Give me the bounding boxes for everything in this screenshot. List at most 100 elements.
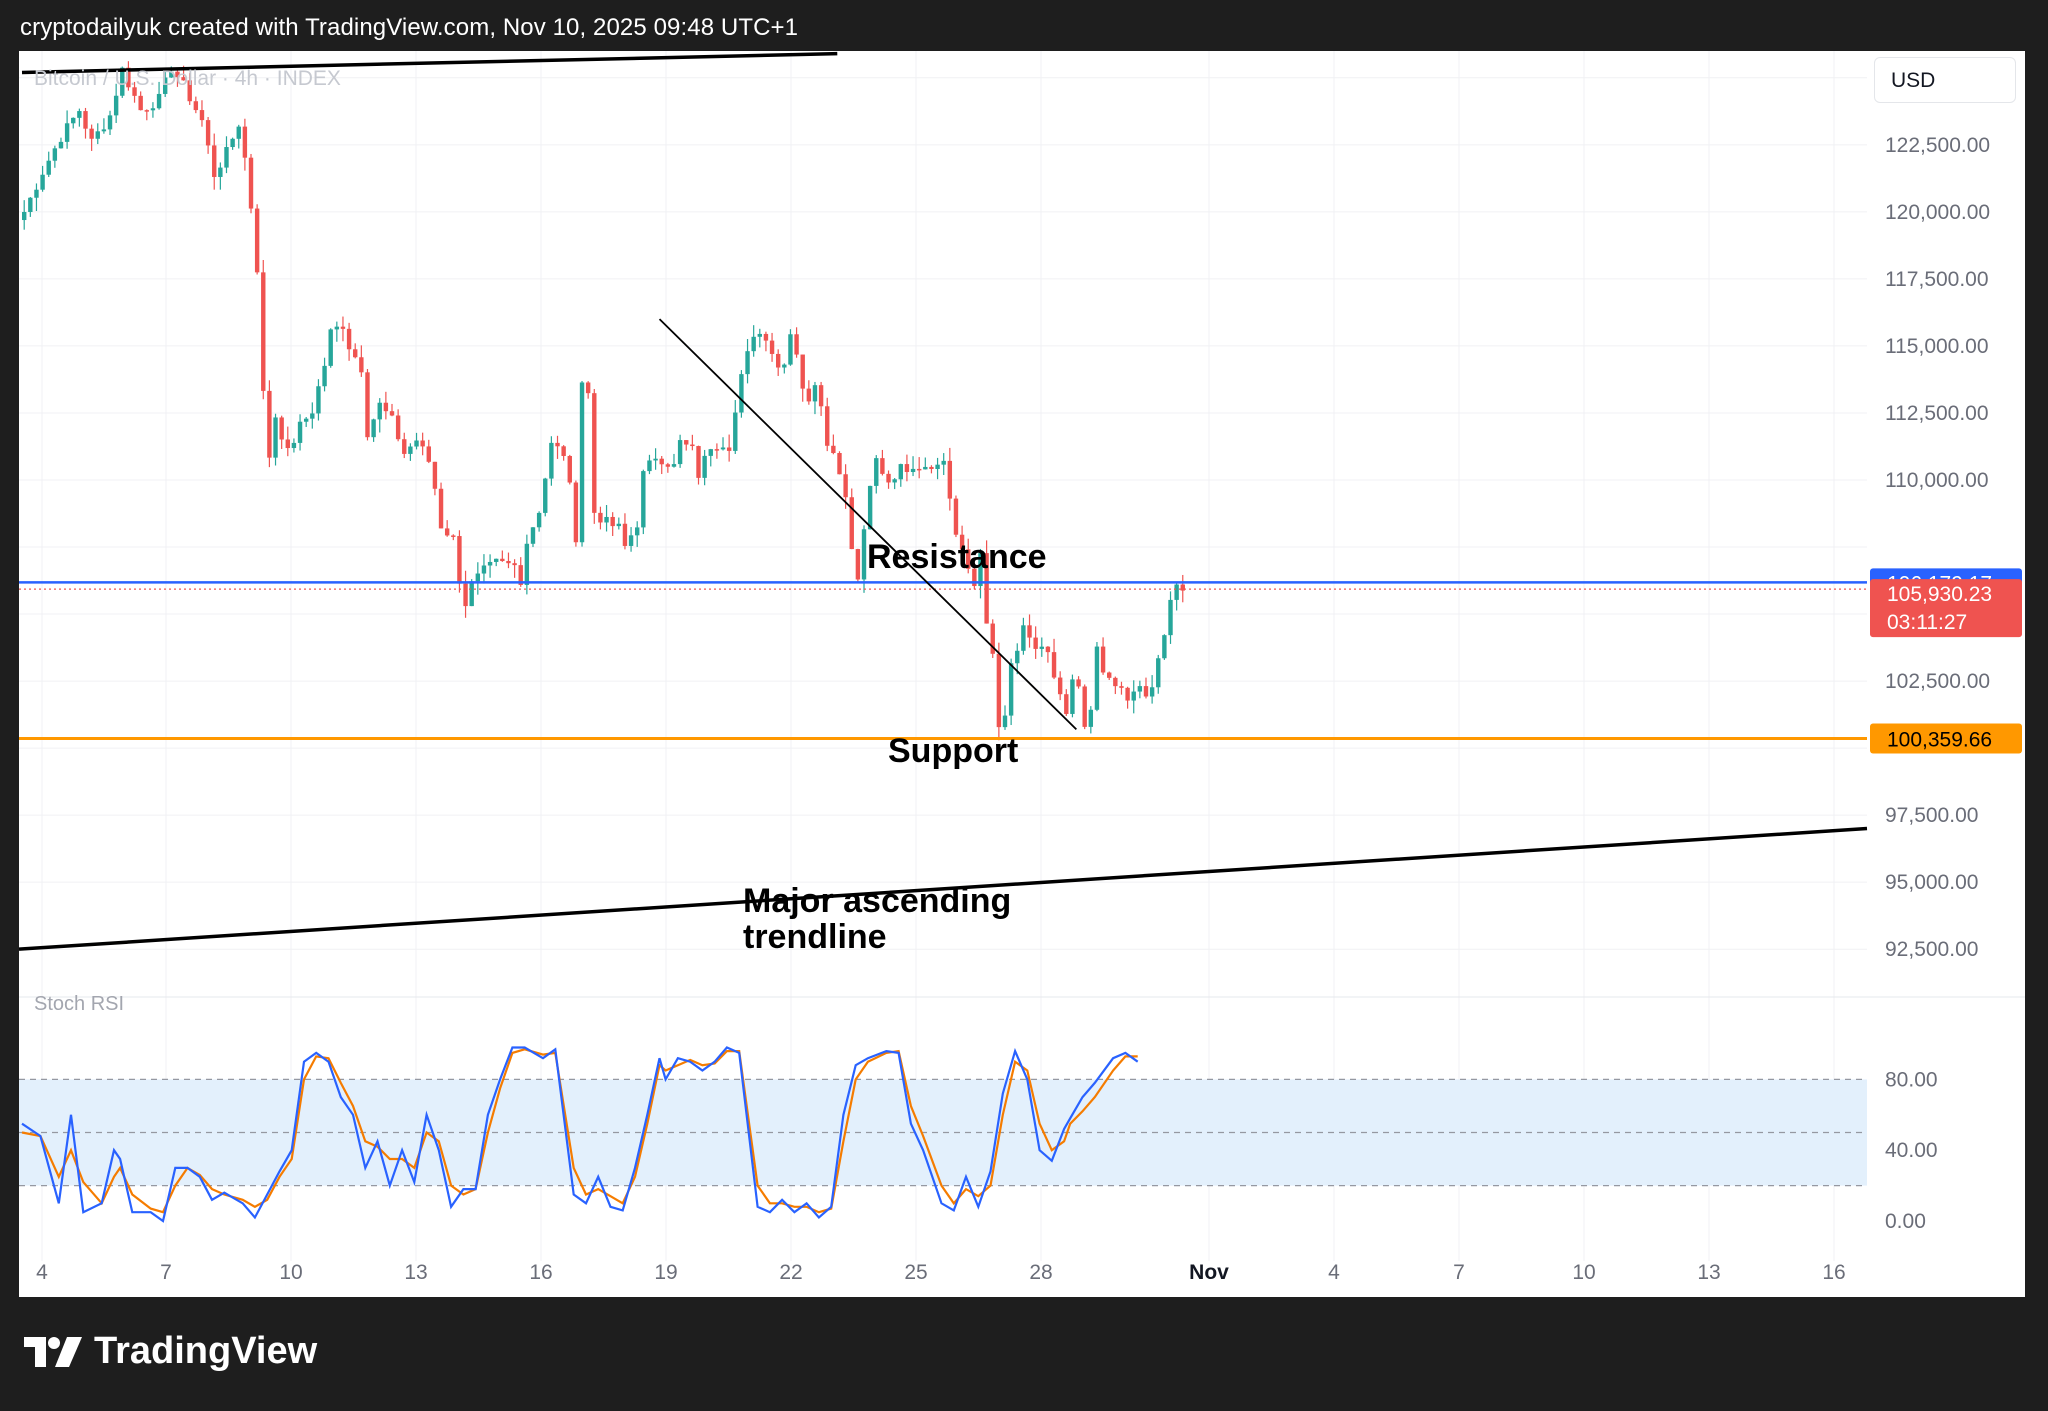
- candle-body: [898, 464, 903, 480]
- candle-body: [322, 365, 327, 387]
- last-price-text: 105,930.23: [1887, 583, 1992, 606]
- stoch-tick-label: 0.00: [1885, 1210, 1926, 1233]
- candle-body: [359, 357, 364, 373]
- candle-body: [953, 498, 959, 535]
- grid: [19, 51, 1867, 1261]
- candle-body: [843, 474, 848, 498]
- candle-body: [647, 460, 652, 472]
- candle-body: [52, 148, 58, 161]
- candle-body: [788, 334, 793, 365]
- candle-body: [861, 529, 867, 580]
- candle-body: [487, 561, 493, 566]
- candle-body: [1180, 584, 1185, 591]
- candle-body: [1113, 677, 1118, 687]
- candle-body: [34, 189, 39, 198]
- candle-body: [512, 563, 517, 566]
- candle-body: [242, 126, 248, 158]
- candle-body: [365, 372, 370, 438]
- time-tick-label: Nov: [1189, 1261, 1229, 1284]
- price-tick-label: 102,500.00: [1885, 670, 1990, 693]
- stoch-tick-label: 80.00: [1885, 1068, 1938, 1091]
- stoch-k-line: [21, 1046, 1139, 1223]
- candle-body: [279, 417, 284, 440]
- tradingview-brand[interactable]: TradingView: [22, 1330, 317, 1373]
- candle-body: [806, 388, 812, 402]
- candle-body: [543, 478, 548, 513]
- candle-body: [451, 535, 456, 537]
- trendline-label-line2: trendline: [743, 918, 887, 956]
- candle-body: [175, 71, 180, 78]
- candle-body: [1008, 663, 1014, 716]
- resistance-label: Resistance: [867, 538, 1047, 576]
- candle-body: [585, 382, 591, 394]
- candle-body: [1082, 686, 1087, 727]
- candle-body: [303, 418, 309, 422]
- candle-body: [316, 386, 321, 414]
- brand-name: TradingView: [94, 1330, 318, 1372]
- candle-body: [1156, 658, 1161, 688]
- candle-body: [978, 553, 983, 587]
- price-tick-label: 122,500.00: [1885, 134, 1990, 157]
- candle-body: [714, 449, 720, 451]
- candle-body: [720, 447, 726, 450]
- symbol-info: Bitcoin / U.S. Dollar · 4h · INDEX: [34, 67, 341, 90]
- candle-body: [855, 549, 861, 580]
- candle-body: [849, 497, 854, 550]
- candle-body: [536, 512, 542, 528]
- time-tick-label: 16: [529, 1261, 552, 1284]
- candle-body: [579, 382, 585, 543]
- candle-body: [310, 413, 315, 419]
- candle-body: [610, 516, 615, 527]
- candle-body: [874, 458, 879, 486]
- currency-button[interactable]: USD: [1874, 57, 2016, 103]
- candle-body: [867, 485, 873, 530]
- candle-body: [1168, 599, 1173, 636]
- candle-body: [567, 455, 572, 483]
- candle-body: [371, 419, 376, 438]
- candle-body: [138, 95, 143, 111]
- candle-body: [910, 468, 916, 473]
- candle-body: [1045, 646, 1051, 653]
- candle-body: [353, 349, 358, 358]
- candle-body: [1015, 650, 1020, 664]
- candle-body: [494, 558, 499, 562]
- candle-body: [22, 211, 27, 221]
- candle-body: [641, 471, 646, 528]
- candle-body: [690, 444, 695, 447]
- candle-body: [169, 71, 174, 78]
- chart-frame[interactable]: 122,500.00 120,000.00 117,500.00 115,000.00…: [19, 51, 2025, 1297]
- candle-body: [1131, 691, 1136, 701]
- chart-caption: cryptodailyuk created with TradingView.c…: [20, 14, 799, 41]
- candle-body: [1162, 635, 1167, 659]
- price-chart[interactable]: 122,500.00 120,000.00 117,500.00 115,000.00…: [19, 51, 2025, 1297]
- candle-body: [825, 406, 830, 446]
- support-label: Support: [888, 732, 1018, 770]
- time-tick-label: 13: [404, 1261, 427, 1284]
- candle-body: [1137, 686, 1143, 692]
- candle-body: [236, 126, 241, 139]
- candle-body: [500, 558, 505, 562]
- candle-body: [996, 653, 1002, 728]
- candle-body: [880, 458, 885, 474]
- price-tick-label: 92,500.00: [1885, 938, 1978, 961]
- candle-body: [812, 385, 818, 402]
- price-tick-label: 120,000.00: [1885, 201, 1990, 224]
- candle-body: [665, 464, 671, 467]
- candle-body: [947, 460, 953, 499]
- price-tick-label: 112,500.00: [1885, 402, 1989, 425]
- candle-body: [71, 117, 76, 124]
- candle-body: [230, 138, 235, 148]
- candle-body: [1143, 686, 1149, 697]
- candle-body: [162, 77, 168, 94]
- candle-body: [886, 473, 891, 483]
- candle-body: [916, 468, 922, 471]
- candle-body: [1174, 584, 1179, 600]
- candle-body: [432, 461, 438, 489]
- candle-body: [530, 527, 536, 544]
- candle-body: [1039, 646, 1044, 649]
- candles: [22, 61, 1185, 741]
- candle-body: [181, 77, 186, 81]
- candle-body: [1149, 687, 1155, 697]
- candle-body: [334, 326, 340, 330]
- candle-body: [156, 93, 162, 109]
